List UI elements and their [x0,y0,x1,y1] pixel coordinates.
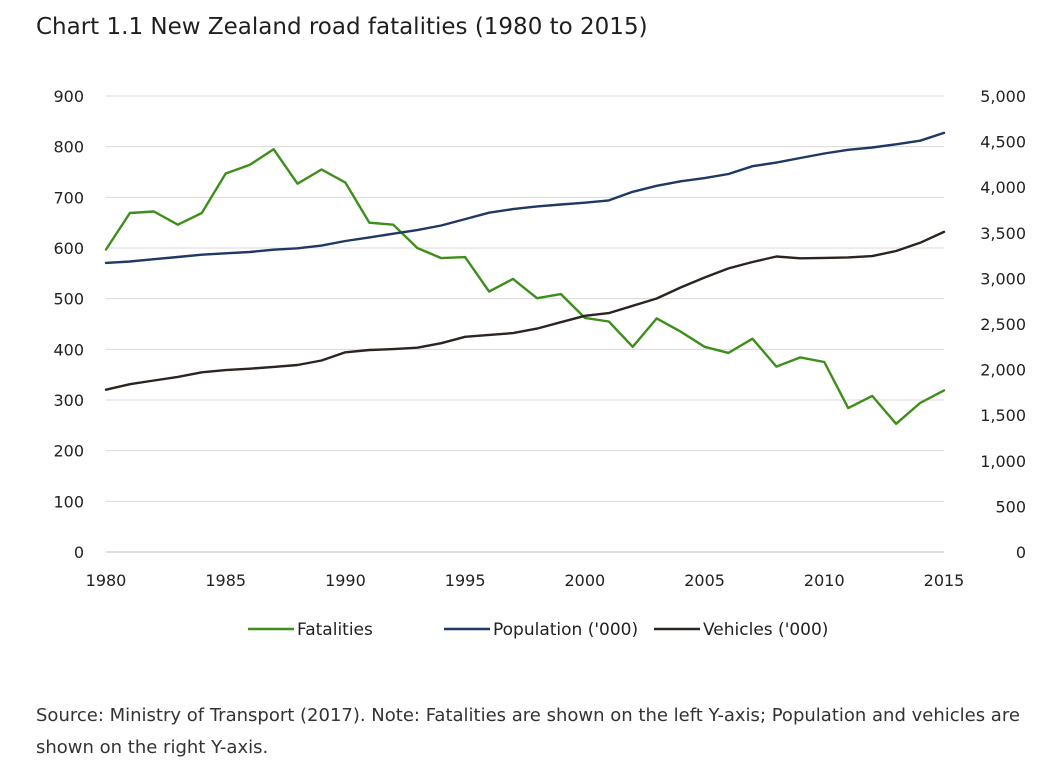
series-line-fatalities [104,147,946,425]
left-y-tick-label: 700 [53,188,84,207]
x-tick-label: 1985 [205,571,246,590]
x-tick-label: 1995 [445,571,486,590]
series-line-vehicles [104,230,946,391]
left-y-tick-label: 100 [53,492,84,511]
right-y-tick-label: 3,000 [980,269,1026,288]
right-y-tick-label: 5,000 [980,87,1026,106]
left-y-tick-label: 400 [53,340,84,359]
x-tick-label: 2010 [804,571,845,590]
grid-lines [106,95,944,553]
right-y-tick-label: 500 [995,497,1026,516]
left-y-tick-label: 500 [53,290,84,309]
x-tick-label: 2015 [924,571,965,590]
left-y-tick-label: 0 [74,543,84,562]
x-tick-label: 1980 [86,571,127,590]
chart-title: Chart 1.1 New Zealand road fatalities (1… [36,14,648,40]
legend: Fatalities Population ('000) Vehicles ('00… [248,620,828,640]
series-lines [104,131,946,425]
legend-label-population: Population ('000) [493,620,638,640]
right-y-tick-label: 2,500 [980,315,1026,334]
series-line-population [104,131,946,265]
left-y-tick-label: 900 [53,87,84,106]
legend-label-fatalities: Fatalities [297,620,373,640]
left-y-axis: 0 100 200 300 400 500 600 700 800 900 [53,87,84,562]
source-note: Source: Ministry of Transport (2017). No… [36,705,1020,758]
right-y-tick-label: 1,500 [980,406,1026,425]
x-axis: 1980 1985 1990 1995 2000 2005 2010 2015 [86,571,965,590]
x-tick-label: 2000 [564,571,605,590]
right-y-tick-label: 0 [1016,543,1026,562]
right-y-tick-label: 2,000 [980,361,1026,380]
left-y-tick-label: 800 [53,138,84,157]
x-tick-label: 2005 [684,571,725,590]
x-tick-label: 1990 [325,571,366,590]
left-y-tick-label: 600 [53,239,84,258]
right-y-tick-label: 4,500 [980,133,1026,152]
left-y-tick-label: 200 [53,442,84,461]
right-y-axis: 0 500 1,000 1,500 2,000 2,500 3,000 3,500 4,000 4… [980,87,1026,562]
right-y-tick-label: 1,000 [980,452,1026,471]
left-y-tick-label: 300 [53,391,84,410]
right-y-tick-label: 3,500 [980,224,1026,243]
chart-svg: 0 100 200 300 400 500 600 700 800 900 0 500 1,000 1,… [53,87,1026,640]
right-y-tick-label: 4,000 [980,178,1026,197]
legend-label-vehicles: Vehicles ('000) [703,620,828,640]
